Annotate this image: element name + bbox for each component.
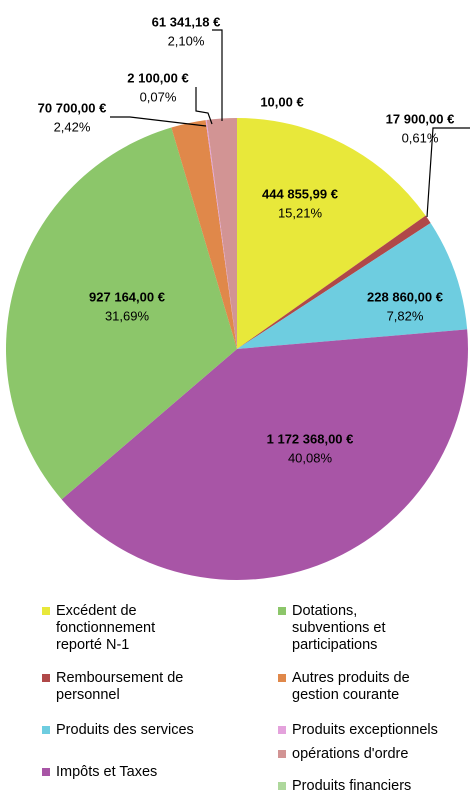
percent-label: 2,42%: [54, 119, 91, 134]
pie-slice: [237, 215, 431, 349]
percent-label: 15,21%: [278, 205, 323, 220]
pie-slice: [61, 329, 469, 580]
percent-label: 2,10%: [168, 33, 205, 48]
legend-item: Impôts et Taxes: [42, 764, 242, 781]
value-label: 17 900,00 €: [386, 111, 455, 126]
legend-label: Autres produits de gestion courante: [292, 670, 410, 703]
percent-label: 31,69%: [105, 308, 150, 323]
percent-label: 7,82%: [387, 308, 424, 323]
value-label: 61 341,18 €: [152, 14, 221, 29]
legend-item: Dotations, subventions et participations: [278, 603, 438, 654]
legend-swatch: [42, 726, 50, 734]
leader-line: [426, 127, 470, 218]
legend-item: Produits financiers: [278, 778, 470, 795]
chart: 444 855,99 € 15,21% 17 900,00 € 0,61% 228 86…: [5, 14, 470, 580]
legend-swatch: [278, 726, 286, 734]
legend-swatch: [278, 750, 286, 758]
pie-slice: [237, 118, 426, 349]
value-label: 1 172 368,00 €: [267, 431, 354, 446]
legend-item: opérations d'ordre: [278, 746, 470, 763]
percent-label: 0,61%: [402, 130, 439, 145]
legend-label: Produits financiers: [292, 778, 412, 794]
legend-label: Remboursement de personnel: [56, 670, 184, 703]
pie-slice: [205, 120, 237, 349]
legend-label: Impôts et Taxes: [56, 764, 158, 780]
leader-line: [195, 87, 213, 125]
value-label: 228 860,00 €: [367, 289, 443, 304]
legend-swatch: [42, 607, 50, 615]
legend-label: Excédent de fonctionnement reporté N-1: [56, 603, 156, 653]
legend-swatch: [278, 782, 286, 790]
value-label: 10,00 €: [260, 94, 303, 109]
pie-slice: [5, 127, 237, 500]
legend-item: Autres produits de gestion courante: [278, 670, 458, 704]
legend-item: Produits exceptionnels: [278, 722, 470, 739]
leader-line: [110, 116, 207, 127]
legend-swatch: [42, 768, 50, 776]
pie-slice: [171, 120, 237, 350]
legend-item: Remboursement de personnel: [42, 670, 232, 704]
value-label: 927 164,00 €: [89, 289, 165, 304]
legend-label: Produits exceptionnels: [292, 722, 438, 738]
pie-slice: [237, 223, 468, 349]
legend-swatch: [278, 674, 286, 682]
percent-label: 0,07%: [140, 89, 177, 104]
legend-swatch: [278, 607, 286, 615]
percent-label: 40,08%: [288, 450, 333, 465]
legend-swatch: [42, 674, 50, 682]
legend-item: Excédent de fonctionnement reporté N-1: [42, 603, 192, 654]
leader-line: [212, 29, 223, 121]
legend-label: opérations d'ordre: [292, 746, 409, 762]
pie-slice: [206, 118, 237, 349]
value-label: 2 100,00 €: [127, 70, 188, 85]
legend-label: Dotations, subventions et participations: [292, 603, 386, 653]
legend-label: Produits des services: [56, 722, 194, 738]
value-label: 444 855,99 €: [262, 186, 338, 201]
value-label: 70 700,00 €: [38, 100, 107, 115]
legend-item: Produits des services: [42, 722, 252, 739]
